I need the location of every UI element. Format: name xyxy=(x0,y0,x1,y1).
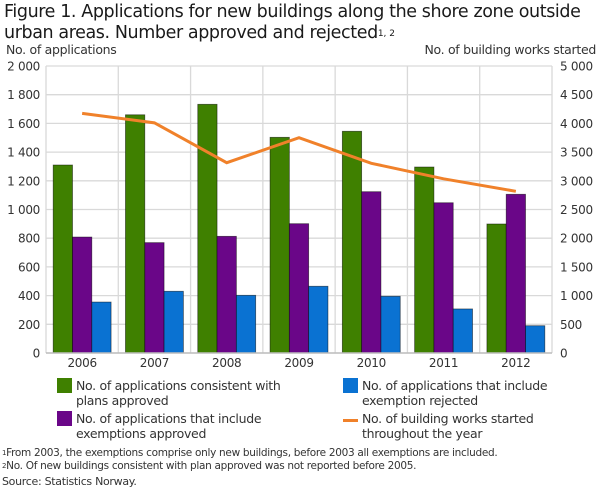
bar-2008-series-1 xyxy=(197,103,218,354)
x-tick-label: 2006 xyxy=(67,356,96,370)
bar-2009-series-1 xyxy=(269,136,290,354)
legend-label: No. of applications that include exempti… xyxy=(362,378,548,408)
y-axis-title-left: No. of applications xyxy=(6,42,117,57)
bar-series xyxy=(52,103,546,354)
bar-2010-series-3 xyxy=(380,295,401,354)
y-tick-label-right: 3 000 xyxy=(560,174,593,188)
y-tick-labels-left: 0 200 400 600 800 1 000 1 200 1 400 1 600 1 800 2 … xyxy=(7,60,40,361)
y-tick-label-right: 1 500 xyxy=(560,260,593,274)
footnotes: 1From 2003, the exemptions comprise only… xyxy=(2,447,498,488)
bar-2010-series-2 xyxy=(361,191,382,354)
bar-2006-series-3 xyxy=(91,301,112,354)
legend-swatch-blue xyxy=(343,378,358,393)
legend-swatch-purple xyxy=(57,411,72,426)
y-tick-label-right: 500 xyxy=(560,318,582,332)
bar-2006-series-2 xyxy=(72,236,93,354)
legend-label: No. of applications that include exempti… xyxy=(76,411,262,441)
legend-label: No. of building works started throughout… xyxy=(362,411,534,441)
y-tick-label-right: 2 500 xyxy=(560,203,593,217)
footnote-1: 1From 2003, the exemptions comprise only… xyxy=(2,447,498,460)
footnote-mark: 2 xyxy=(2,462,7,470)
footnote-mark: 1 xyxy=(2,449,7,457)
y-tick-label-left: 1 200 xyxy=(7,174,40,188)
bar-2008-series-3 xyxy=(235,294,257,354)
bar-2011-series-1 xyxy=(414,166,435,354)
y-tick-label-right: 1 000 xyxy=(560,289,593,303)
legend-item-building-works-started: No. of building works started throughout… xyxy=(343,411,572,441)
bar-2007-series-2 xyxy=(144,242,165,354)
legend-item-consistent-approved: No. of applications consistent with plan… xyxy=(57,378,286,408)
x-tick-label: 2012 xyxy=(501,356,530,370)
y-tick-labels-right: 0 500 1 000 1 500 2 000 2 500 3 000 3 500 4 000 4… xyxy=(560,60,593,361)
x-tick-label: 2010 xyxy=(357,356,386,370)
y-tick-label-left: 800 xyxy=(18,232,40,246)
chart-title: Figure 1. Applications for new buildings… xyxy=(4,2,604,44)
y-tick-label-left: 1 800 xyxy=(7,88,40,102)
y-tick-label-left: 0 xyxy=(33,347,40,361)
footnote-text: No. Of new buildings consistent with pla… xyxy=(6,460,417,472)
x-tick-label: 2011 xyxy=(429,356,458,370)
y-tick-label-right: 2 000 xyxy=(560,232,593,246)
legend-line-orange xyxy=(343,419,358,422)
legend-swatch-green xyxy=(57,378,72,393)
y-tick-label-left: 1 600 xyxy=(7,117,40,131)
y-tick-label-right: 4 500 xyxy=(560,88,593,102)
legend-item-exemption-rejected: No. of applications that include exempti… xyxy=(343,378,572,408)
y-axis-title-right: No. of building works started xyxy=(424,42,596,57)
chart-title-text: Figure 1. Applications for new buildings… xyxy=(4,2,581,43)
bar-2007-series-1 xyxy=(125,114,146,354)
title-footnote-marks: 1, 2 xyxy=(377,29,395,39)
bar-2007-series-3 xyxy=(163,290,184,354)
chart-canvas: 0 200 400 600 800 1 000 1 200 1 400 1 600 1 800 2 … xyxy=(7,60,593,371)
bar-2006-series-1 xyxy=(52,164,73,354)
y-tick-label-right: 4 000 xyxy=(560,117,593,131)
y-tick-label-left: 400 xyxy=(18,289,40,303)
bar-2009-series-2 xyxy=(288,223,310,354)
source-note: Source: Statistics Norway. xyxy=(2,475,137,488)
y-tick-label-left: 2 000 xyxy=(7,60,40,74)
footnote-2: 2No. Of new buildings consistent with pl… xyxy=(2,460,497,473)
y-tick-label-right: 0 xyxy=(560,347,567,361)
bar-2012-series-3 xyxy=(525,325,546,354)
y-tick-label-left: 200 xyxy=(18,318,40,332)
legend-label: No. of applications consistent with plan… xyxy=(76,378,281,408)
bar-2009-series-3 xyxy=(308,285,329,354)
x-tick-label: 2007 xyxy=(140,356,169,370)
x-tick-labels: 2006 2007 2008 2009 2010 2011 2012 xyxy=(67,356,530,370)
y-tick-label-left: 1 400 xyxy=(7,146,40,160)
bar-2012-series-1 xyxy=(486,223,507,354)
bar-2008-series-2 xyxy=(216,235,237,354)
x-tick-label: 2009 xyxy=(284,356,313,370)
y-tick-label-right: 3 500 xyxy=(560,146,593,160)
legend-item-exemptions-approved: No. of applications that include exempti… xyxy=(57,411,286,441)
bar-2011-series-3 xyxy=(452,308,473,354)
bar-2010-series-1 xyxy=(341,130,363,354)
bar-2012-series-2 xyxy=(505,193,526,354)
x-tick-label: 2008 xyxy=(212,356,241,370)
y-tick-label-left: 600 xyxy=(18,260,40,274)
y-tick-label-right: 5 000 xyxy=(560,60,593,74)
y-tick-label-left: 1 000 xyxy=(7,203,40,217)
footnote-text: From 2003, the exemptions comprise only … xyxy=(6,447,498,459)
line-series xyxy=(81,111,517,193)
bar-2011-series-2 xyxy=(433,202,454,354)
